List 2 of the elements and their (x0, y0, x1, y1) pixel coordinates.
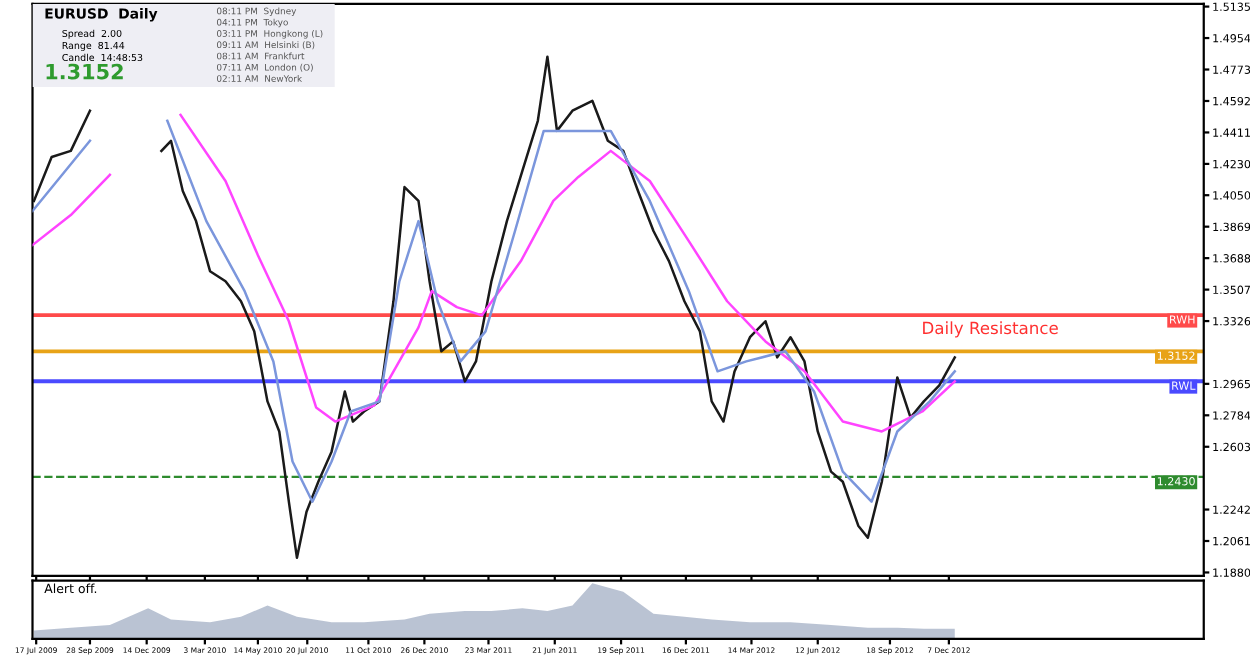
annotation: Daily Resistance (923, 321, 1058, 338)
annotation: 1.3152 (46, 63, 123, 80)
